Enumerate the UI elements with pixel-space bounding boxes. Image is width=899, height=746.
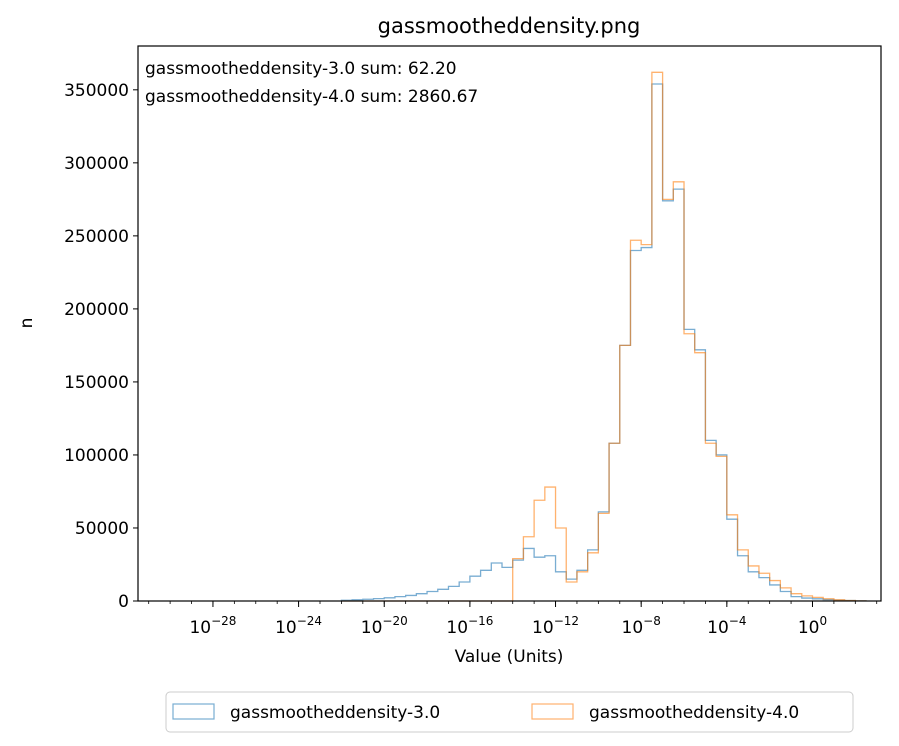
chart-title: gassmootheddensity.png [378,14,641,38]
y-tick-label: 0 [118,592,129,612]
y-tick-label: 250000 [64,227,129,247]
y-tick-label: 200000 [64,300,129,320]
x-axis-label: Value (Units) [455,647,564,667]
legend-label-series-4: gassmootheddensity-4.0 [589,703,799,723]
x-tick-label: 100 [798,614,827,638]
legend-swatch-series-4 [531,703,574,720]
y-tick-label: 350000 [64,81,129,101]
y-axis: 0 50000 100000 150000 200000 250000 300000 3500… [64,81,138,612]
y-tick-label: 50000 [75,519,129,539]
y-tick-label: 100000 [64,446,129,466]
x-tick-label: 10−28 [189,614,236,638]
x-tick-label: 10−12 [532,614,579,638]
x-tick-label: 10−8 [622,614,661,638]
y-axis-label: n [17,318,37,329]
legend-box [165,691,854,733]
x-tick-label: 10−20 [361,614,408,638]
plot-background [138,46,881,601]
legend-label-series-3: gassmootheddensity-3.0 [230,703,440,723]
legend-swatch-series-3 [172,703,215,720]
x-axis: 10−28 10−24 10−20 10−16 10−12 10−8 10−4 100 [148,601,878,638]
x-tick-label: 10−4 [707,614,746,638]
x-tick-label: 10−16 [446,614,493,638]
x-tick-label: 10−24 [275,614,322,638]
y-tick-label: 150000 [64,373,129,393]
y-tick-label: 300000 [64,154,129,174]
annotation-sum-4: gassmootheddensity-4.0 sum: 2860.67 [145,87,478,107]
legend: gassmootheddensity-3.0 gassmootheddensit… [165,691,854,733]
annotation-sum-3: gassmootheddensity-3.0 sum: 62.20 [145,59,457,79]
plot-frame [137,45,882,602]
